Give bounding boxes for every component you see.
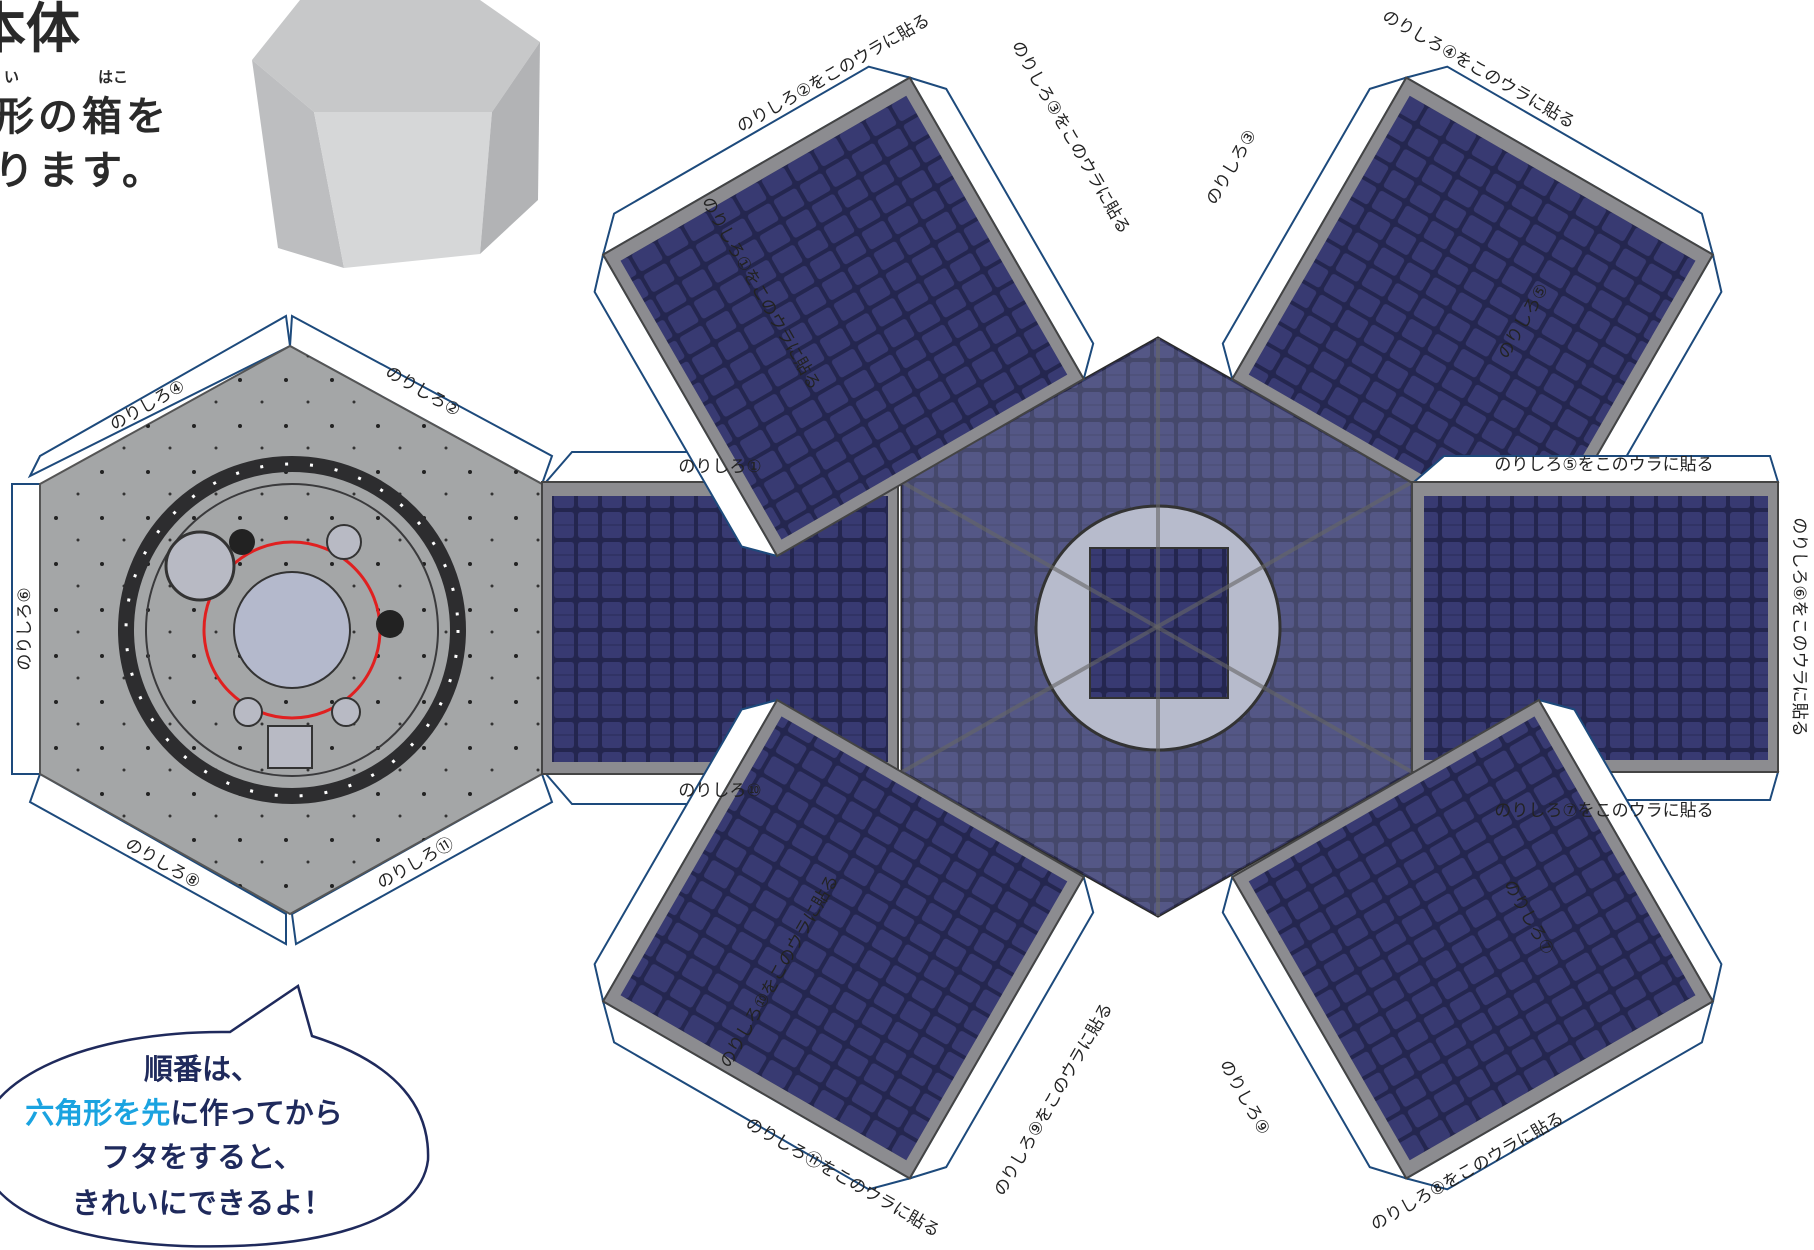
side-panel-lower-left <box>593 698 1095 1191</box>
center-disc <box>233 571 351 689</box>
label-upper-right-left: のりしろ③ <box>1202 126 1261 208</box>
top-hexagon <box>900 336 1414 918</box>
bottom-hexagon <box>11 314 554 946</box>
label-hex-left: のりしろ⑥ <box>15 587 35 670</box>
bubble-line-2: 六角形を先に作ってから <box>0 1090 394 1132</box>
label-right-panel-right: のりしろ⑥をこのウラに貼る <box>1789 517 1809 736</box>
bubble-line-4: きれいにできるよ！ <box>71 1186 333 1220</box>
tab-hex-top-left[interactable] <box>27 314 292 479</box>
hexagonal-prism-icon <box>252 0 540 268</box>
ruby-1: い <box>4 68 20 86</box>
label-right-panel-bottom: のりしろ⑦をこのウラに貼る <box>1494 801 1713 821</box>
bubble-line-3: フタをすると、 <box>101 1140 303 1174</box>
bubble-line-1: 順番は、 <box>143 1052 260 1086</box>
label-lower-right-left: のりしろ⑨ <box>1215 1056 1274 1138</box>
label-right-panel-top: のりしろ⑤をこのウラに貼る <box>1494 455 1713 475</box>
label-top-panel-right: のりしろ③をこのウラに貼る <box>1007 38 1134 238</box>
side-panel-right <box>1411 455 1780 801</box>
speech-bubble <box>0 983 430 1248</box>
tab-hex-bottom-left[interactable] <box>28 772 287 946</box>
bubble-line-2-highlight: 六角形を先 <box>25 1096 171 1130</box>
bubble-line-2-rest: に作ってから <box>170 1096 343 1130</box>
side-panel-lower-right <box>1221 698 1723 1191</box>
title-fragment: 本体 <box>0 0 80 60</box>
side-panel-top <box>593 65 1095 558</box>
label-panel-left-top: のりしろ① <box>678 457 761 477</box>
header-line-2: ります。 <box>0 148 166 194</box>
label-panel-left-bottom: のりしろ⑩ <box>678 781 761 801</box>
header-line-1: 形の箱を <box>0 94 170 140</box>
ruby-2: はこ <box>98 68 129 86</box>
side-panel-left <box>541 451 900 805</box>
